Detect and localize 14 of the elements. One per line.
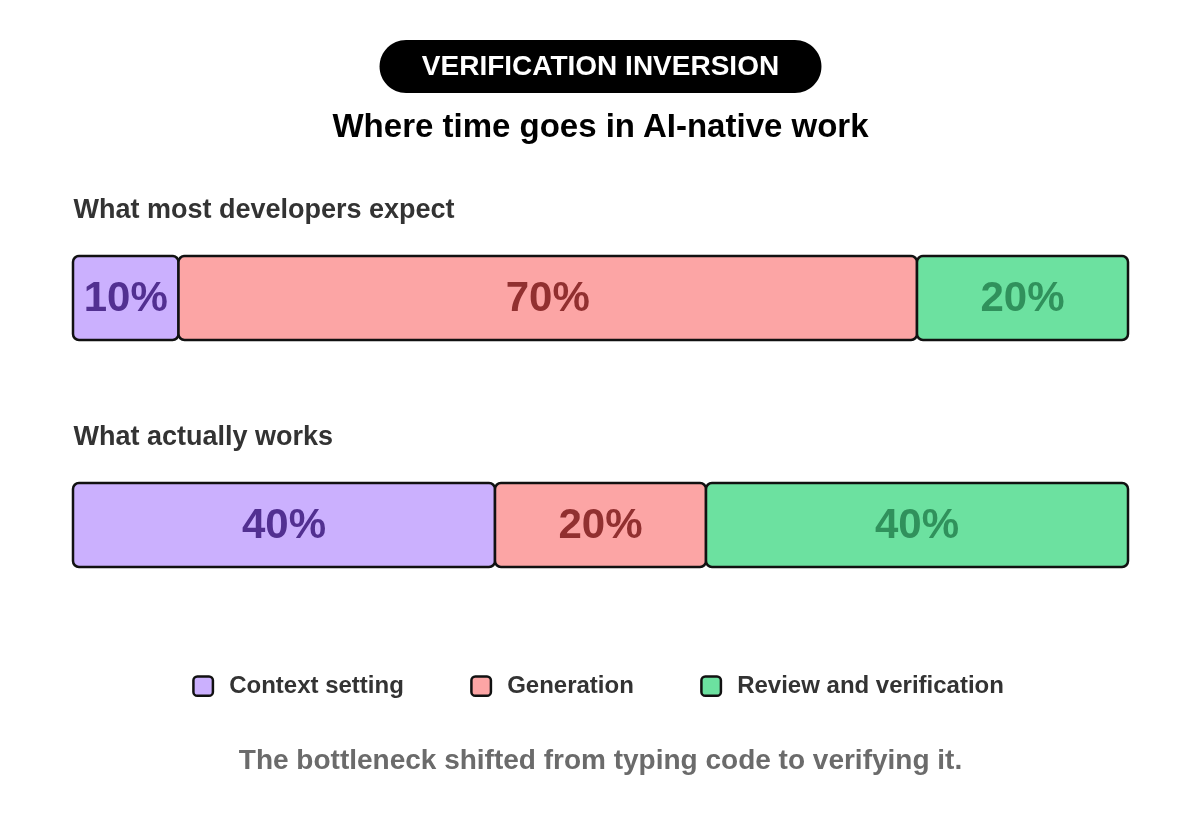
y-tick-label: What most developers expect	[73, 194, 455, 224]
legend-label: Generation	[507, 671, 634, 699]
legend-label: Review and verification	[737, 671, 1004, 699]
legend-label: Context setting	[229, 671, 404, 699]
chart-subtitle: Where time goes in AI-native work	[332, 107, 870, 144]
text: The bottleneck shifted from typing code to verifying it.	[238, 744, 963, 775]
data-label: 70%	[505, 273, 590, 320]
data-label: 10%	[83, 273, 168, 320]
data-label: 20%	[980, 273, 1065, 320]
data-label: 40%	[241, 500, 327, 547]
data-label: 40%	[874, 500, 960, 547]
data-label: 20%	[558, 500, 643, 547]
y-tick-label: What actually works	[73, 421, 334, 451]
chart-title: VERIFICATION INVERSION	[421, 50, 780, 81]
